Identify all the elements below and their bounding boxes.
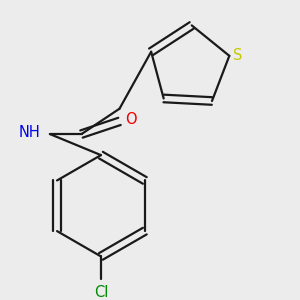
Text: NH: NH — [19, 125, 40, 140]
Text: Cl: Cl — [94, 285, 108, 300]
Text: S: S — [232, 48, 242, 63]
Text: O: O — [125, 112, 136, 127]
